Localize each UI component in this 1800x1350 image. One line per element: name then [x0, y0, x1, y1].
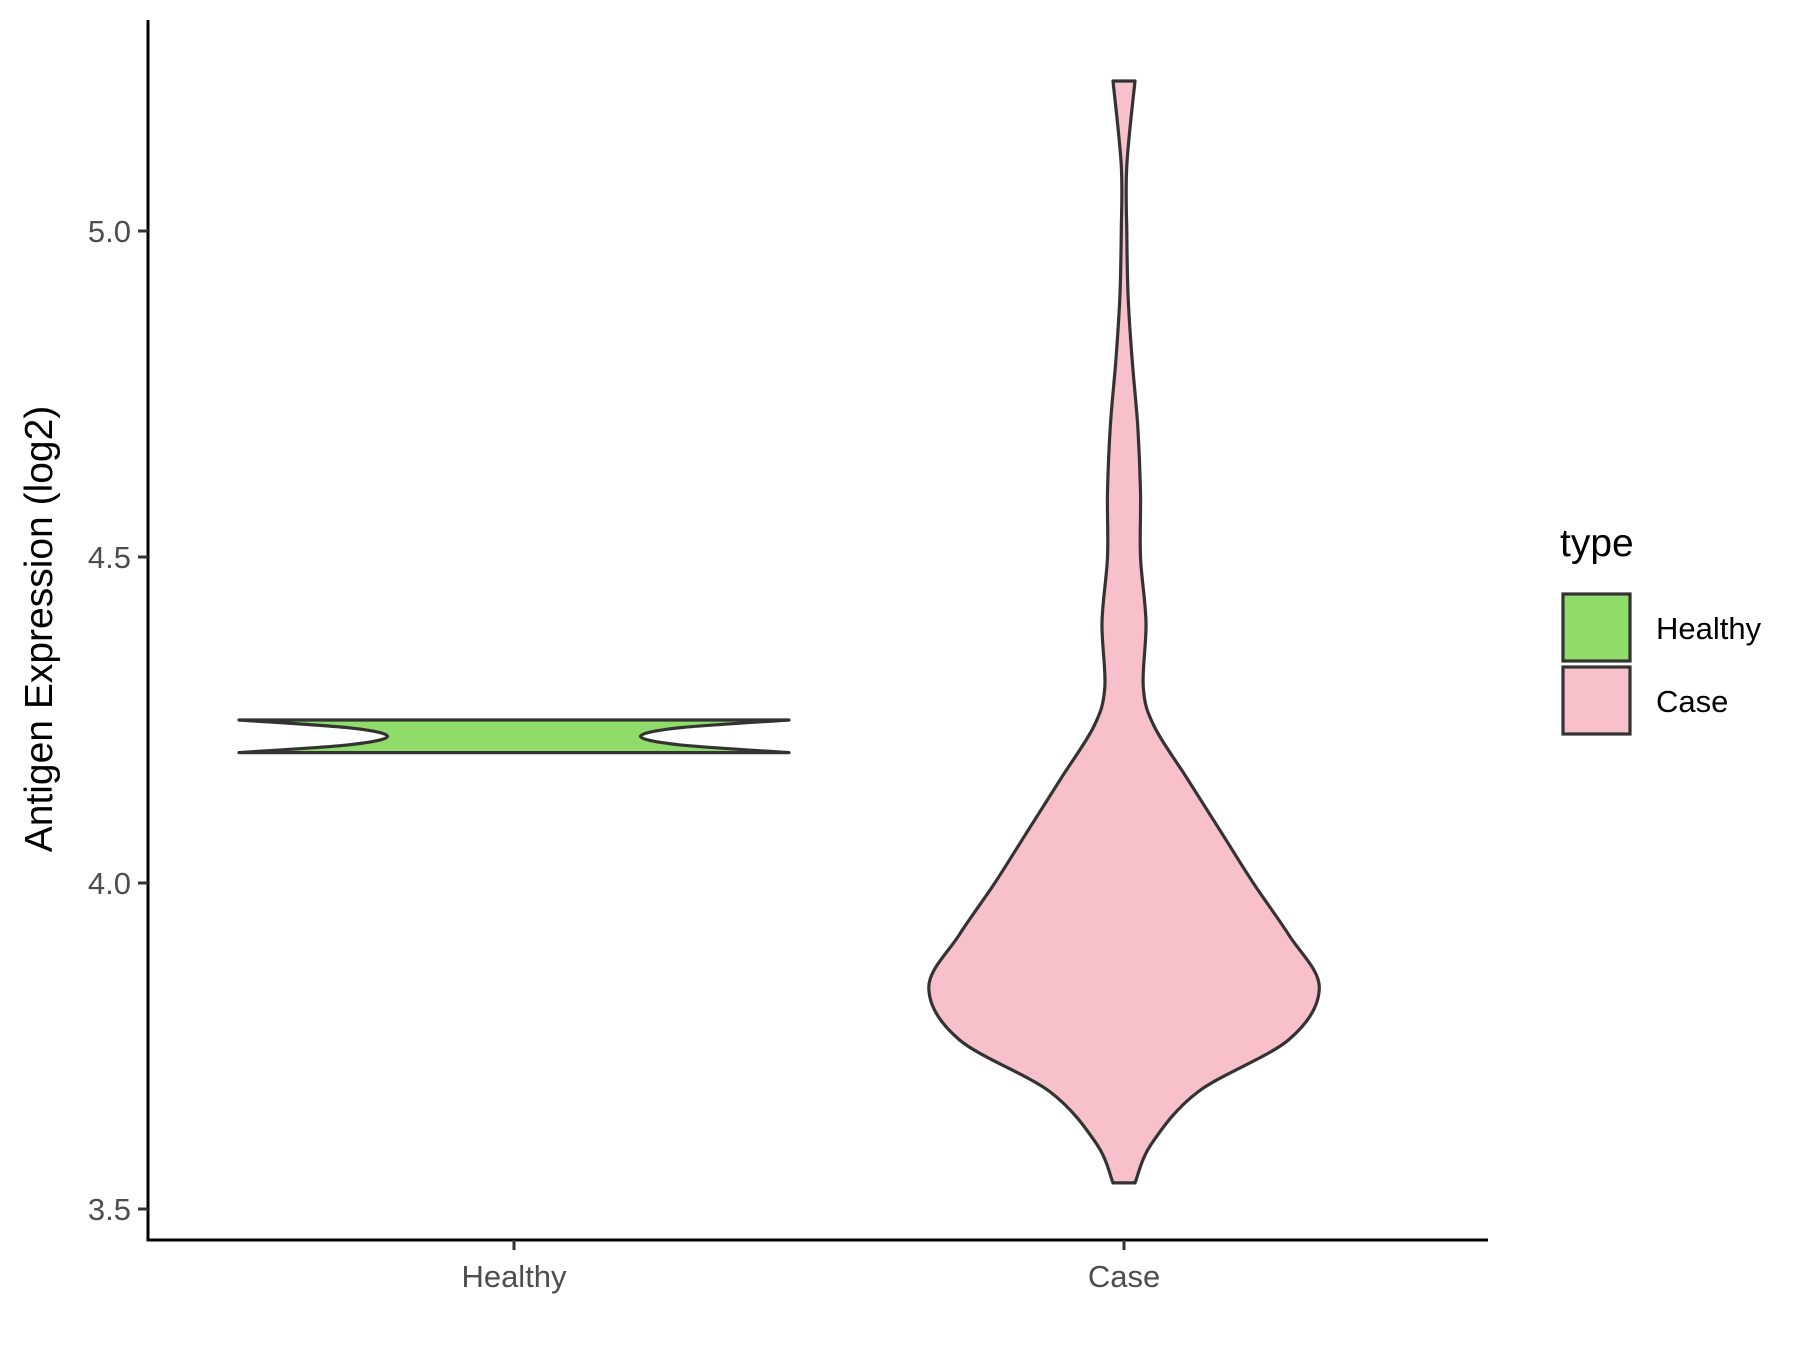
y-tick-label: 5.0 — [88, 214, 131, 249]
violin-healthy — [237, 718, 791, 755]
legend: type Healthy Case — [1560, 522, 1762, 736]
y-ticks: 3.5 4.0 4.5 5.0 — [88, 214, 148, 1227]
x-tick-label: Case — [1088, 1259, 1160, 1294]
legend-key-case — [1561, 665, 1632, 736]
y-axis-title: Antigen Expression (log2) — [18, 406, 61, 853]
x-ticks: Healthy Case — [461, 1240, 1160, 1294]
legend-title: type — [1560, 522, 1634, 565]
legend-label-case: Case — [1656, 684, 1728, 719]
x-tick-label: Healthy — [461, 1259, 567, 1294]
violin-layer — [237, 79, 1321, 1185]
y-tick-label: 4.5 — [88, 540, 131, 575]
y-tick-label: 4.0 — [88, 866, 131, 901]
legend-key-healthy — [1561, 592, 1632, 663]
legend-label-healthy: Healthy — [1656, 611, 1762, 646]
y-tick-label: 3.5 — [88, 1192, 131, 1227]
axes — [146, 20, 1488, 1242]
violin-case — [927, 79, 1321, 1185]
